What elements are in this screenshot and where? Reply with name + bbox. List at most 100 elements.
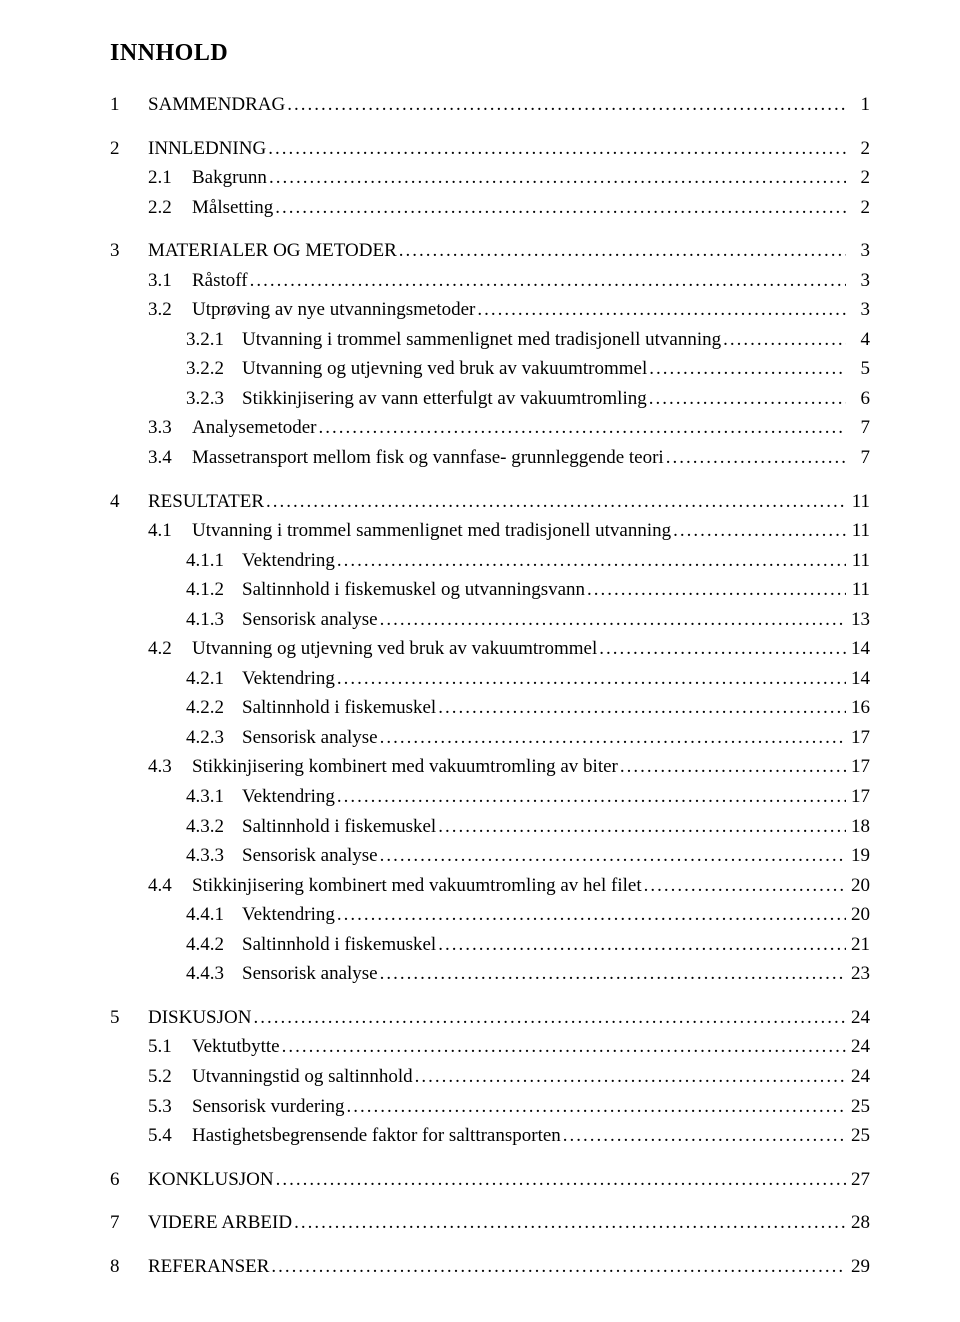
toc-number: 4.1.1 bbox=[186, 547, 242, 575]
toc-leader-dots bbox=[285, 91, 846, 119]
toc-page: 4 bbox=[846, 326, 870, 354]
toc-page: 2 bbox=[846, 194, 870, 222]
toc-number: 5.1 bbox=[148, 1033, 192, 1061]
toc-label: Sensorisk analyse bbox=[242, 606, 378, 634]
toc-label: Saltinnhold i fiskemuskel bbox=[242, 694, 436, 722]
toc-number: 3.3 bbox=[148, 414, 192, 442]
toc-page: 2 bbox=[846, 164, 870, 192]
toc-leader-dots bbox=[378, 606, 846, 634]
toc-page: 3 bbox=[846, 267, 870, 295]
toc-leader-dots bbox=[642, 872, 846, 900]
toc-page: 20 bbox=[846, 872, 870, 900]
toc-number: 3.2.2 bbox=[186, 355, 242, 383]
toc-leader-dots bbox=[251, 1004, 846, 1032]
toc-row: 4.2.2Saltinnhold i fiskemuskel16 bbox=[110, 694, 870, 722]
toc-leader-dots bbox=[269, 1253, 846, 1281]
toc-number: 2 bbox=[110, 135, 148, 163]
toc-leader-dots bbox=[378, 724, 846, 752]
toc-page: 5 bbox=[846, 355, 870, 383]
toc-label: Vektutbytte bbox=[192, 1033, 280, 1061]
toc-page: 25 bbox=[846, 1122, 870, 1150]
toc-number: 4.4.2 bbox=[186, 931, 242, 959]
toc-leader-dots bbox=[335, 547, 846, 575]
toc-row: 4RESULTATER11 bbox=[110, 488, 870, 516]
toc-page: 23 bbox=[846, 960, 870, 988]
toc-number: 2.1 bbox=[148, 164, 192, 192]
toc-leader-dots bbox=[647, 355, 846, 383]
toc-number: 4.3.3 bbox=[186, 842, 242, 870]
toc-number: 4.2.3 bbox=[186, 724, 242, 752]
toc-label: Utprøving av nye utvanningsmetoder bbox=[192, 296, 475, 324]
toc-page: 3 bbox=[846, 296, 870, 324]
toc-page: 11 bbox=[846, 517, 870, 545]
toc-number: 3.2.3 bbox=[186, 385, 242, 413]
toc-leader-dots bbox=[413, 1063, 846, 1091]
toc-label: SAMMENDRAG bbox=[148, 91, 285, 119]
toc-row: 4.3.3Sensorisk analyse 19 bbox=[110, 842, 870, 870]
toc-leader-dots bbox=[585, 576, 846, 604]
toc-leader-dots bbox=[273, 194, 846, 222]
toc-label: Massetransport mellom fisk og vannfase- … bbox=[192, 444, 664, 472]
toc-number: 5.3 bbox=[148, 1093, 192, 1121]
toc-leader-dots bbox=[248, 267, 846, 295]
toc-label: KONKLUSJON bbox=[148, 1166, 274, 1194]
toc-number: 2.2 bbox=[148, 194, 192, 222]
toc-leader-dots bbox=[561, 1122, 846, 1150]
toc-label: Vektendring bbox=[242, 547, 335, 575]
toc-number: 4.1 bbox=[148, 517, 192, 545]
toc-page: 11 bbox=[846, 488, 870, 516]
toc-row: 4.4.3Sensorisk analyse23 bbox=[110, 960, 870, 988]
toc-label: DISKUSJON bbox=[148, 1004, 251, 1032]
toc-row: 3.2.1Utvanning i trommel sammenlignet me… bbox=[110, 326, 870, 354]
toc-page: 14 bbox=[846, 635, 870, 663]
toc-page: 14 bbox=[846, 665, 870, 693]
toc-row: 4.1.3Sensorisk analyse13 bbox=[110, 606, 870, 634]
toc-label: Vektendring bbox=[242, 783, 335, 811]
toc-row: 4.3.1Vektendring17 bbox=[110, 783, 870, 811]
toc-row: 4.1.1Vektendring11 bbox=[110, 547, 870, 575]
toc-number: 4.3.1 bbox=[186, 783, 242, 811]
toc-row: 5.3Sensorisk vurdering25 bbox=[110, 1093, 870, 1121]
toc-number: 4.4 bbox=[148, 872, 192, 900]
toc-label: Stikkinjisering kombinert med vakuumtrom… bbox=[192, 872, 642, 900]
toc-page: 24 bbox=[846, 1004, 870, 1032]
toc-row: 8REFERANSER29 bbox=[110, 1253, 870, 1281]
toc-row: 3.2.2Utvanning og utjevning ved bruk av … bbox=[110, 355, 870, 383]
toc-row: 2.1Bakgrunn 2 bbox=[110, 164, 870, 192]
toc-row: 4.2.3Sensorisk analyse17 bbox=[110, 724, 870, 752]
toc-page: 16 bbox=[846, 694, 870, 722]
toc-label: Saltinnhold i fiskemuskel og utvanningsv… bbox=[242, 576, 585, 604]
toc-number: 3.2.1 bbox=[186, 326, 242, 354]
toc-number: 4 bbox=[110, 488, 148, 516]
toc-row: 4.1Utvanning i trommel sammenlignet med … bbox=[110, 517, 870, 545]
toc-page: 2 bbox=[846, 135, 870, 163]
toc-number: 3.1 bbox=[148, 267, 192, 295]
toc-leader-dots bbox=[335, 901, 846, 929]
toc-page: 19 bbox=[846, 842, 870, 870]
toc-leader-dots bbox=[618, 753, 846, 781]
toc-leader-dots bbox=[597, 635, 846, 663]
toc-label: Stikkinjisering kombinert med vakuumtrom… bbox=[192, 753, 618, 781]
toc-number: 3.2 bbox=[148, 296, 192, 324]
toc-label: Bakgrunn bbox=[192, 164, 267, 192]
toc-row: 3.4Massetransport mellom fisk og vannfas… bbox=[110, 444, 870, 472]
toc-leader-dots bbox=[280, 1033, 846, 1061]
toc-leader-dots bbox=[436, 813, 846, 841]
toc-leader-dots bbox=[335, 783, 846, 811]
toc-number: 4.2 bbox=[148, 635, 192, 663]
toc-leader-dots bbox=[317, 414, 846, 442]
toc-label: Utvanning i trommel sammenlignet med tra… bbox=[242, 326, 721, 354]
toc-number: 4.4.3 bbox=[186, 960, 242, 988]
toc-label: Målsetting bbox=[192, 194, 273, 222]
toc-leader-dots bbox=[475, 296, 846, 324]
toc-label: Sensorisk analyse bbox=[242, 842, 378, 870]
toc-row: 5DISKUSJON24 bbox=[110, 1004, 870, 1032]
toc-number: 4.3 bbox=[148, 753, 192, 781]
toc-title: INNHOLD bbox=[110, 40, 870, 67]
table-of-contents: 1SAMMENDRAG12INNLEDNING22.1Bakgrunn22.2M… bbox=[110, 91, 870, 1280]
toc-page: 24 bbox=[846, 1063, 870, 1091]
toc-number: 8 bbox=[110, 1253, 148, 1281]
toc-label: Utvanningstid og saltinnhold bbox=[192, 1063, 413, 1091]
toc-number: 1 bbox=[110, 91, 148, 119]
toc-row: 4.1.2Saltinnhold i fiskemuskel og utvann… bbox=[110, 576, 870, 604]
